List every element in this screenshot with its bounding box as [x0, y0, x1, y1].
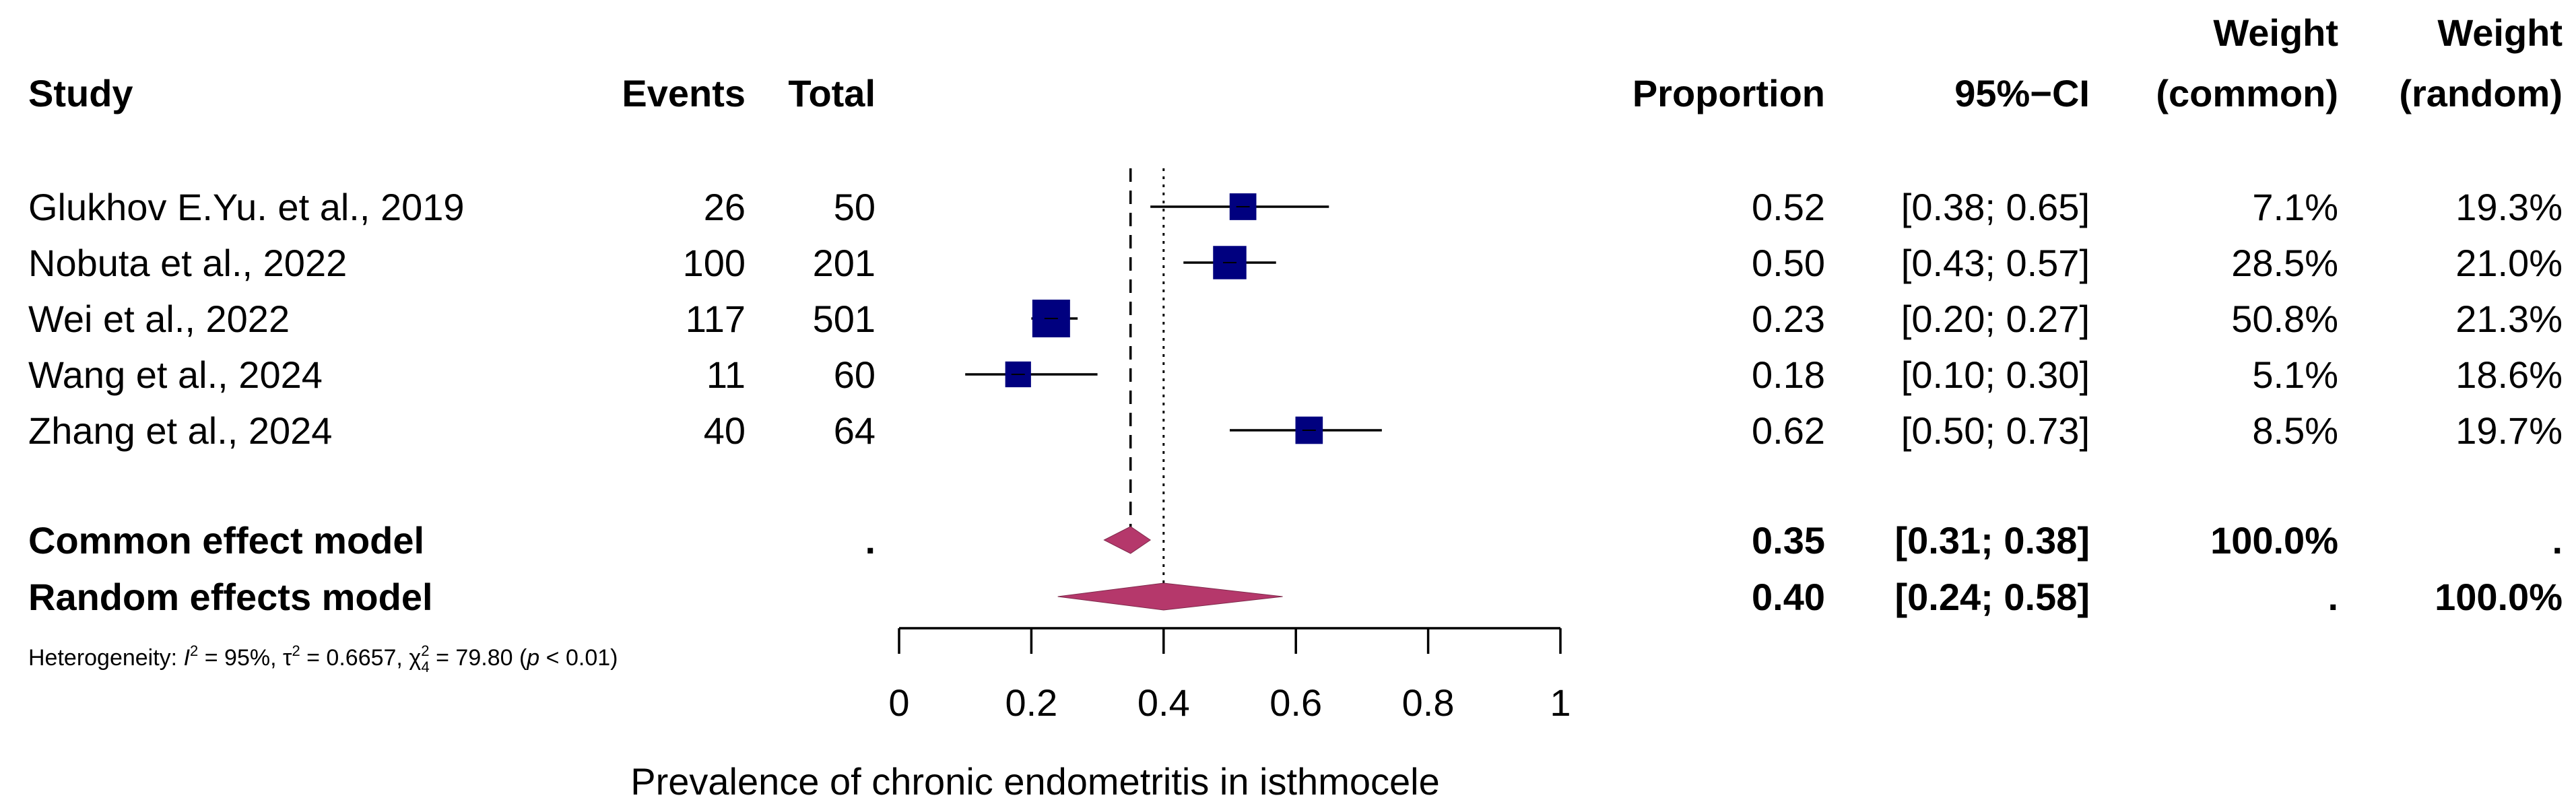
column-headers: Study Events Total Proportion 95%−CI Wei…: [28, 11, 2563, 114]
study-total: 201: [813, 242, 876, 284]
summary-events: .: [865, 519, 876, 562]
x-axis-tick-label: 1: [1550, 681, 1571, 724]
summary-proportion: 0.40: [1752, 576, 1825, 618]
study-row: Zhang et al., 2024 40 64 0.62 [0.50; 0.73] 8.…: [28, 409, 2563, 452]
x-axis-label: Prevalence of chronic endometritis in is…: [630, 760, 1439, 803]
study-events: 100: [683, 242, 746, 284]
summary-name: Random effects model: [28, 576, 433, 618]
study-proportion: 0.50: [1752, 242, 1825, 284]
study-proportion: 0.62: [1752, 409, 1825, 452]
study-row: Wei et al., 2022 117 501 0.23 [0.20; 0.27] 50…: [28, 298, 2563, 340]
study-weight-common: 5.1%: [2252, 354, 2338, 396]
study-name: Wei et al., 2022: [28, 298, 290, 340]
header-events: Events: [622, 72, 746, 114]
x-axis-tick-label: 0.6: [1269, 681, 1322, 724]
study-events: 11: [706, 354, 746, 396]
study-ci: [0.10; 0.30]: [1901, 354, 2090, 396]
study-weight-common: 7.1%: [2252, 186, 2338, 228]
summary-rows: Common effect model. 0.35 [0.31; 0.38] 100.…: [28, 519, 2563, 618]
study-row: Nobuta et al., 2022 100 201 0.50 [0.43; 0.57…: [28, 242, 2563, 284]
summary-diamond: [1103, 526, 1152, 554]
study-total: 50: [834, 186, 876, 228]
study-weight-random: 21.0%: [2455, 242, 2563, 284]
summary-proportion: 0.35: [1752, 519, 1825, 562]
study-row: Wang et al., 2024 11 60 0.18 [0.10; 0.30] 5.1…: [28, 354, 2563, 396]
header-study: Study: [28, 72, 133, 114]
study-proportion: 0.23: [1752, 298, 1825, 340]
study-proportion: 0.18: [1752, 354, 1825, 396]
summary-row: Common effect model. 0.35 [0.31; 0.38] 100.…: [28, 519, 2563, 562]
study-ci: [0.43; 0.57]: [1901, 242, 2090, 284]
study-events: 26: [704, 186, 746, 228]
study-name: Zhang et al., 2024: [28, 409, 332, 452]
header-weight-common-line1: Weight: [2213, 11, 2338, 54]
x-axis-tick-label: 0.8: [1402, 681, 1455, 724]
x-axis-tick-label: 0: [888, 681, 909, 724]
summary-weight-common: 100.0%: [2210, 519, 2338, 562]
study-proportion: 0.52: [1752, 186, 1825, 228]
study-name: Glukhov E.Yu. et al., 2019: [28, 186, 465, 228]
study-total: 64: [834, 409, 876, 452]
study-weight-random: 19.3%: [2455, 186, 2563, 228]
summary-name: Common effect model: [28, 519, 424, 562]
study-row: Glukhov E.Yu. et al., 2019 26 50 0.52 [0.38;…: [28, 186, 2563, 228]
study-ci: [0.20; 0.27]: [1901, 298, 2090, 340]
summary-weight-random: 100.0%: [2435, 576, 2563, 618]
study-weight-common: 50.8%: [2231, 298, 2338, 340]
header-weight-random-line1: Weight: [2437, 11, 2563, 54]
study-name: Wang et al., 2024: [28, 354, 323, 396]
header-weight-random-line2: (random): [2399, 72, 2563, 114]
header-total: Total: [788, 72, 876, 114]
summary-row: Random effects model 0.40 [0.24; 0.58]. 100…: [28, 576, 2563, 618]
study-weight-random: 19.7%: [2455, 409, 2563, 452]
x-axis-tick-label: 0.2: [1005, 681, 1057, 724]
summary-ci: [0.24; 0.58]: [1895, 576, 2090, 618]
study-ci: [0.50; 0.73]: [1901, 409, 2090, 452]
study-name: Nobuta et al., 2022: [28, 242, 347, 284]
summary-diamond: [1057, 582, 1283, 611]
study-ci: [0.38; 0.65]: [1901, 186, 2090, 228]
study-weight-common: 8.5%: [2252, 409, 2338, 452]
x-axis-tick-label: 0.4: [1137, 681, 1190, 724]
summary-ci: [0.31; 0.38]: [1895, 519, 2090, 562]
study-events: 40: [704, 409, 746, 452]
summary-weight-random: .: [2552, 519, 2563, 562]
heterogeneity-statistics: Heterogeneity: I2 = 95%, τ2 = 0.6657, χ2…: [28, 642, 618, 675]
study-events: 117: [686, 298, 746, 340]
header-ci: 95%−CI: [1954, 72, 2090, 114]
study-total: 60: [834, 354, 876, 396]
study-weight-random: 18.6%: [2455, 354, 2563, 396]
summary-weight-common: .: [2327, 576, 2338, 618]
study-weight-common: 28.5%: [2231, 242, 2338, 284]
header-weight-common-line2: (common): [2156, 72, 2338, 114]
x-axis: 0 0.2 0.4 0.6 0.8 1: [888, 627, 1571, 724]
header-proportion: Proportion: [1632, 72, 1825, 114]
study-rows: Glukhov E.Yu. et al., 2019 26 50 0.52 [0.38;…: [28, 186, 2563, 452]
study-weight-random: 21.3%: [2455, 298, 2563, 340]
study-total: 501: [813, 298, 876, 340]
